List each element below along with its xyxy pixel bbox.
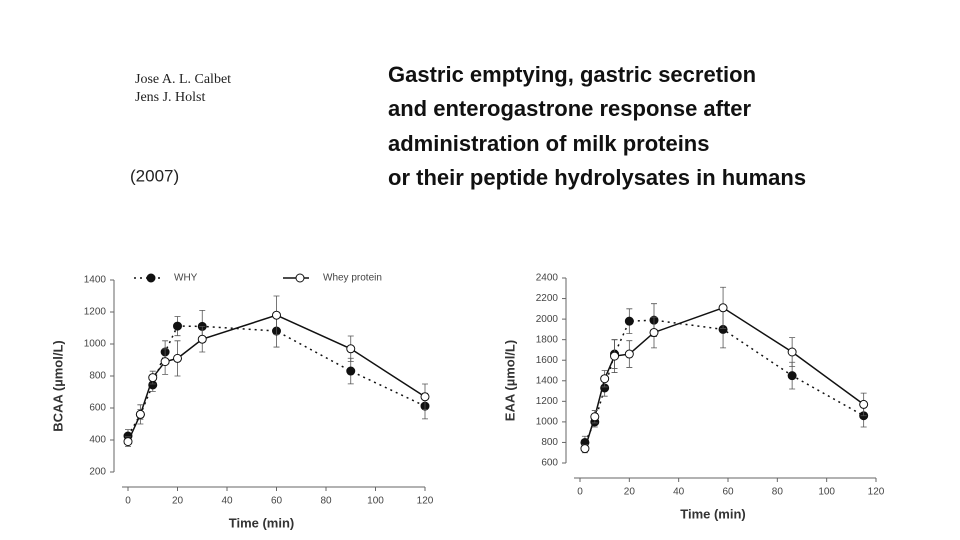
y-axis-label: BCAA (µmol/L) (50, 340, 65, 432)
data-point (718, 303, 728, 313)
data-point (346, 344, 356, 354)
x-tick-label: 0 (125, 496, 131, 507)
series-line (584, 319, 865, 443)
y-tick-label: 1000 (84, 339, 107, 350)
x-tick-label: 20 (624, 487, 636, 498)
x-tick-label: 80 (320, 496, 332, 507)
y-tick-label: 1200 (536, 396, 559, 407)
year: (2007) (130, 166, 179, 185)
y-tick-label: 600 (541, 458, 558, 469)
x-tick-label: 120 (868, 487, 885, 498)
x-tick-label: 0 (577, 487, 583, 498)
y-tick-label: 600 (89, 403, 106, 414)
y-tick-label: 1400 (84, 275, 107, 286)
title-line: administration of milk proteins (388, 131, 709, 156)
x-tick-label: 120 (417, 496, 434, 507)
y-tick-label: 2400 (536, 273, 559, 284)
title-line: or their peptide hydrolysates in humans (388, 165, 806, 190)
x-tick-label: 100 (367, 496, 384, 507)
x-axis-label: Time (min) (229, 515, 295, 530)
x-tick-label: 80 (772, 487, 784, 498)
data-point (160, 357, 170, 367)
legend-marker (295, 273, 305, 283)
data-point (123, 437, 133, 447)
data-point (173, 321, 182, 331)
data-point (787, 347, 797, 357)
y-tick-label: 2200 (536, 293, 559, 304)
data-point (787, 371, 797, 381)
y-tick-label: 1800 (536, 334, 559, 345)
x-tick-label: 40 (221, 496, 233, 507)
data-point (649, 327, 659, 337)
x-tick-label: 100 (818, 487, 835, 498)
data-point (610, 351, 620, 361)
y-axis-label: EAA (µmol/L) (502, 340, 517, 421)
x-axis-label: Time (min) (680, 506, 746, 521)
title-line: and enterogastrone response after (388, 96, 752, 121)
y-tick-label: 1000 (536, 417, 559, 428)
y-tick-label: 1400 (536, 375, 559, 386)
data-point (346, 366, 356, 376)
x-tick-label: 60 (722, 487, 734, 498)
data-point (624, 316, 634, 326)
data-point (272, 310, 281, 320)
data-point (580, 444, 590, 454)
data-point (420, 392, 430, 402)
author: Jens J. Holst (135, 90, 206, 105)
y-tick-label: 1600 (536, 355, 559, 366)
data-point (135, 409, 145, 419)
data-point (173, 353, 182, 363)
y-tick-label: 200 (89, 467, 106, 478)
title-line: Gastric emptying, gastric secretion (388, 62, 756, 87)
data-point (148, 373, 158, 383)
data-point (624, 349, 634, 359)
y-tick-label: 800 (89, 371, 106, 382)
x-tick-label: 40 (673, 487, 685, 498)
y-tick-label: 2000 (536, 314, 559, 325)
legend-label: Whey protein (323, 273, 382, 284)
data-point (859, 399, 869, 409)
data-point (197, 334, 207, 344)
y-tick-label: 1200 (84, 307, 107, 318)
x-tick-label: 20 (172, 496, 184, 507)
x-tick-label: 60 (271, 496, 283, 507)
legend-label: WHY (174, 273, 198, 284)
author: Jose A. L. Calbet (135, 72, 231, 87)
legend-marker (146, 273, 156, 283)
data-point (590, 412, 600, 422)
y-tick-label: 800 (541, 437, 558, 448)
data-point (600, 374, 610, 384)
y-tick-label: 400 (89, 435, 106, 446)
